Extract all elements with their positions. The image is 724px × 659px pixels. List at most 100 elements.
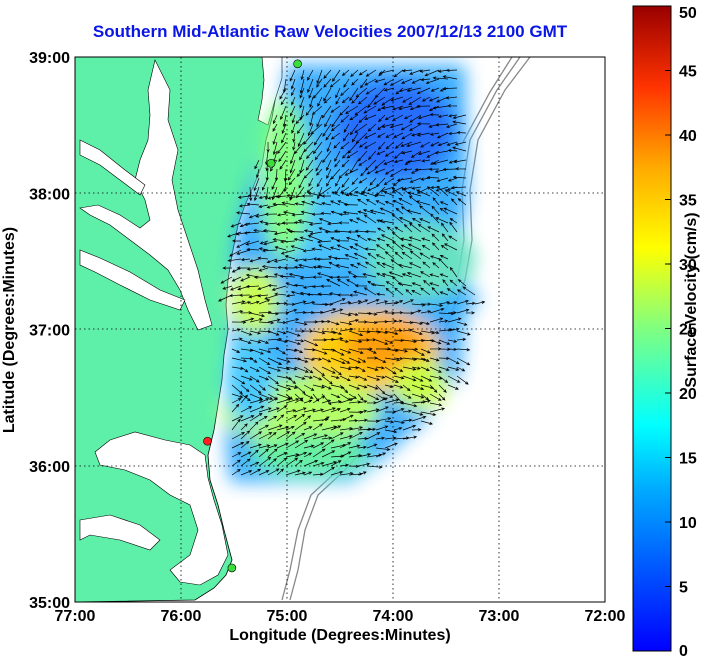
- velocity-arrow: [293, 265, 305, 269]
- velocity-arrow: [365, 261, 377, 269]
- velocity-arrow: [276, 366, 291, 371]
- velocity-arrow: [283, 266, 296, 270]
- velocity-arrow: [340, 192, 350, 197]
- velocity-arrow: [308, 222, 323, 226]
- velocity-arrow: [375, 357, 387, 363]
- velocity-arrow: [395, 207, 404, 215]
- velocity-arrow: [321, 357, 332, 363]
- velocity-arrow: [365, 69, 377, 77]
- velocity-arrow: [274, 246, 287, 251]
- velocity-arrow: [330, 470, 344, 476]
- velocity-arrow: [303, 310, 315, 315]
- velocity-arrow: [258, 299, 271, 305]
- velocity-arrow: [245, 240, 260, 246]
- velocity-arrow: [448, 159, 458, 164]
- velocity-arrow: [258, 195, 269, 199]
- velocity-arrow: [317, 292, 332, 296]
- velocity-arrow: [294, 310, 307, 315]
- velocity-arrow: [281, 201, 296, 206]
- velocity-arrow: [341, 177, 350, 188]
- velocity-arrow: [289, 150, 296, 165]
- velocity-arrow: [303, 357, 316, 361]
- velocity-arrow: [366, 384, 379, 390]
- velocity-arrow: [330, 432, 344, 440]
- velocity-arrow: [349, 87, 359, 102]
- velocity-arrow: [432, 105, 449, 110]
- velocity-arrow: [400, 141, 413, 147]
- velocity-arrow: [300, 210, 314, 215]
- velocity-arrow: [267, 384, 280, 391]
- velocity-arrow: [432, 197, 440, 206]
- velocity-arrow: [229, 285, 242, 291]
- velocity-arrow: [394, 251, 404, 260]
- velocity-arrow: [402, 320, 414, 325]
- velocity-arrow: [277, 213, 287, 217]
- velocity-arrow: [231, 452, 242, 458]
- velocity-arrow: [321, 436, 333, 440]
- velocity-arrow: [264, 274, 278, 279]
- velocity-arrow: [452, 146, 467, 152]
- velocity-arrow: [282, 114, 287, 128]
- velocity-arrow: [431, 287, 440, 296]
- velocity-arrow: [366, 338, 377, 342]
- velocity-arrow: [348, 366, 360, 370]
- velocity-arrow: [358, 177, 368, 184]
- velocity-arrow: [447, 104, 458, 108]
- velocity-arrow: [310, 200, 323, 206]
- velocity-arrow: [285, 375, 297, 385]
- velocity-arrow: [383, 191, 395, 197]
- colorbar-tick-label: 35: [679, 193, 697, 210]
- velocity-arrow: [301, 200, 314, 206]
- velocity-arrow: [383, 177, 395, 185]
- velocity-arrow: [276, 357, 291, 363]
- velocity-arrow: [394, 287, 404, 296]
- velocity-arrow: [246, 202, 260, 206]
- velocity-arrow: [291, 114, 296, 124]
- velocity-arrow: [264, 186, 269, 201]
- velocity-arrow: [430, 87, 440, 92]
- velocity-arrow: [456, 375, 469, 385]
- velocity-arrow: [419, 69, 431, 73]
- velocity-arrow: [240, 300, 252, 305]
- velocity-arrow: [385, 243, 395, 251]
- velocity-arrow: [429, 375, 443, 380]
- velocity-arrow: [312, 395, 326, 404]
- velocity-arrow: [391, 213, 404, 224]
- velocity-arrow: [288, 230, 305, 234]
- velocity-arrow: [321, 319, 331, 324]
- velocity-arrow: [367, 252, 377, 260]
- velocity-arrow: [341, 69, 350, 77]
- velocity-arrow: [240, 470, 253, 476]
- velocity-arrow: [366, 432, 381, 440]
- velocity-arrow: [447, 301, 458, 305]
- velocity-arrow: [258, 348, 272, 354]
- velocity-arrow: [357, 409, 368, 413]
- velocity-arrow: [259, 220, 269, 224]
- velocity-arrow: [401, 69, 413, 73]
- velocity-arrow: [385, 132, 395, 138]
- velocity-arrow: [267, 301, 281, 306]
- velocity-arrow: [456, 357, 471, 366]
- velocity-arrow: [303, 384, 315, 391]
- velocity-arrow: [240, 317, 255, 323]
- velocity-arrow: [330, 123, 341, 132]
- y-tick-label: 36:00: [29, 459, 70, 476]
- velocity-arrow: [403, 224, 413, 233]
- velocity-arrow: [303, 339, 319, 347]
- velocity-arrow: [258, 393, 274, 400]
- velocity-arrow: [375, 452, 387, 458]
- velocity-arrow: [400, 237, 413, 242]
- velocity-arrow: [340, 87, 350, 97]
- velocity-arrow: [411, 375, 424, 382]
- velocity-arrow: [231, 415, 244, 422]
- velocity-arrow: [353, 290, 368, 296]
- velocity-arrow: [294, 300, 307, 305]
- velocity-arrow: [321, 366, 336, 374]
- velocity-arrow: [312, 375, 323, 381]
- velocity-arrow: [398, 263, 413, 269]
- velocity-arrow: [321, 425, 338, 431]
- velocity-arrow: [411, 321, 424, 325]
- velocity-arrow: [377, 132, 386, 138]
- velocity-arrow: [381, 105, 395, 110]
- velocity-arrow: [330, 400, 342, 404]
